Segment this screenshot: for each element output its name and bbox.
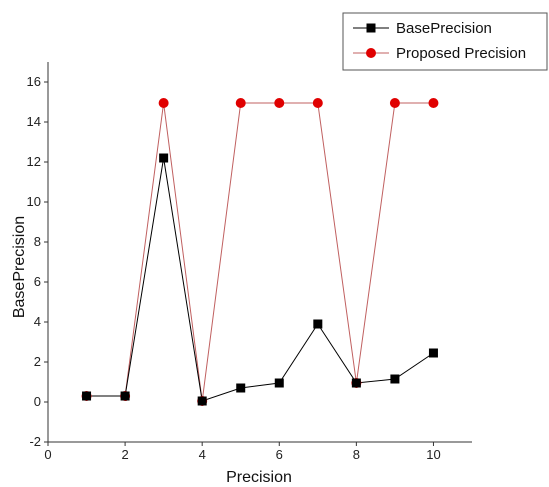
x-tick-label: 10 (426, 447, 440, 462)
point-baseprecision (236, 383, 246, 393)
point-baseprecision (120, 391, 130, 401)
x-tick-label: 8 (353, 447, 360, 462)
y-tick-label: 6 (34, 274, 41, 289)
point-proposed-precision (428, 98, 439, 108)
point-proposed-precision (158, 98, 169, 108)
y-tick-label: -2 (29, 434, 41, 449)
y-tick-label: 8 (34, 234, 41, 249)
point-baseprecision (351, 378, 361, 388)
y-tick-label: 14 (27, 114, 41, 129)
point-proposed-precision (389, 98, 400, 108)
point-baseprecision (274, 378, 284, 388)
x-tick-label: 2 (121, 447, 128, 462)
point-baseprecision (390, 374, 400, 384)
y-tick-label: 0 (34, 394, 41, 409)
y-axis-title: BasePrecision (11, 216, 28, 318)
legend-marker-baseprecision (366, 23, 376, 33)
y-tick-label: 12 (27, 154, 41, 169)
legend: BasePrecision Proposed Precision (342, 12, 548, 71)
point-baseprecision (428, 348, 438, 358)
point-proposed-precision (274, 98, 285, 108)
y-tick-label: 2 (34, 354, 41, 369)
axes (44, 62, 472, 446)
y-tick-label: 16 (27, 74, 41, 89)
legend-label-proposed-precision: Proposed Precision (396, 45, 526, 62)
x-tick-label: 0 (44, 447, 51, 462)
point-baseprecision (82, 391, 92, 401)
point-proposed-precision (235, 98, 246, 108)
point-baseprecision (197, 396, 207, 406)
series-markers (81, 98, 439, 406)
series-lines (86, 102, 434, 402)
point-proposed-precision (312, 98, 323, 108)
x-tick-label: 6 (276, 447, 283, 462)
x-axis-title: Precision (226, 469, 292, 486)
point-baseprecision (313, 319, 323, 329)
y-tick-label: 4 (34, 314, 41, 329)
legend-label-baseprecision: BasePrecision (396, 20, 492, 37)
x-tick-label: 4 (199, 447, 206, 462)
y-tick-label: 10 (27, 194, 41, 209)
series-line-baseprecision (86, 157, 434, 402)
legend-box (342, 12, 548, 71)
series-line-proposed-precision (86, 102, 434, 402)
legend-marker-proposed-precision (366, 48, 376, 58)
point-baseprecision (159, 153, 169, 163)
